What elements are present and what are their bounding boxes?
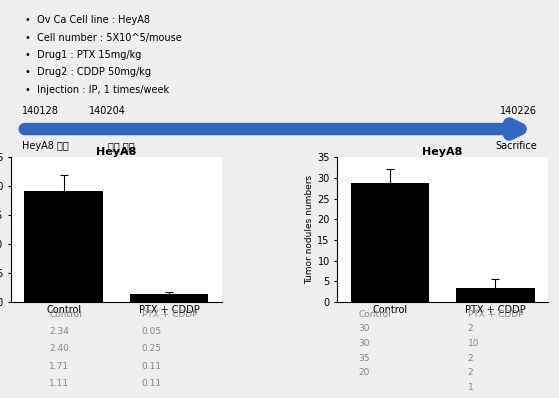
Text: •  Cell number : 5X10^5/mouse: • Cell number : 5X10^5/mouse <box>25 33 181 43</box>
Text: 140128: 140128 <box>22 106 59 116</box>
Text: •  Drug2 : CDDP 50mg/kg: • Drug2 : CDDP 50mg/kg <box>25 67 150 78</box>
Text: 0.25: 0.25 <box>141 344 162 353</box>
Bar <box>130 295 209 302</box>
Text: 140226: 140226 <box>500 106 537 116</box>
Text: Sacrifice: Sacrifice <box>495 141 537 151</box>
Text: HeyA8 주사: HeyA8 주사 <box>22 141 69 151</box>
Text: 약물 주사: 약물 주사 <box>108 141 134 151</box>
Text: 2.40: 2.40 <box>49 344 69 353</box>
Text: PTX + CDDP: PTX + CDDP <box>141 310 197 319</box>
Text: 0.05: 0.05 <box>141 327 162 336</box>
Text: 2.34: 2.34 <box>49 327 69 336</box>
Text: •  Injection : IP, 1 times/week: • Injection : IP, 1 times/week <box>25 85 169 95</box>
Text: 2: 2 <box>468 324 473 333</box>
Text: 1.71: 1.71 <box>49 362 69 371</box>
Text: 35: 35 <box>358 354 370 363</box>
Text: •  Ov Ca Cell line : HeyA8: • Ov Ca Cell line : HeyA8 <box>25 15 150 25</box>
Text: 2: 2 <box>468 354 473 363</box>
Text: Control: Control <box>49 310 82 319</box>
Text: 140204: 140204 <box>89 106 126 116</box>
Text: 0.11: 0.11 <box>141 379 162 388</box>
Text: 1: 1 <box>468 383 473 392</box>
Title: HeyA8: HeyA8 <box>96 147 136 157</box>
Text: 30: 30 <box>358 339 370 348</box>
Text: 20: 20 <box>358 369 370 377</box>
Text: •  Drug1 : PTX 15mg/kg: • Drug1 : PTX 15mg/kg <box>25 50 141 60</box>
Text: 30: 30 <box>358 324 370 333</box>
Bar <box>456 288 534 302</box>
Text: 0.11: 0.11 <box>141 362 162 371</box>
Bar <box>350 183 429 302</box>
Text: 2: 2 <box>468 369 473 377</box>
Text: Control: Control <box>358 310 391 319</box>
Text: PTX + CDDP: PTX + CDDP <box>468 310 523 319</box>
Bar <box>25 191 103 302</box>
Text: 1.11: 1.11 <box>49 379 69 388</box>
Y-axis label: Tumor nodules numbers: Tumor nodules numbers <box>305 175 315 284</box>
Title: HeyA8: HeyA8 <box>423 147 463 157</box>
Text: 10: 10 <box>468 339 480 348</box>
